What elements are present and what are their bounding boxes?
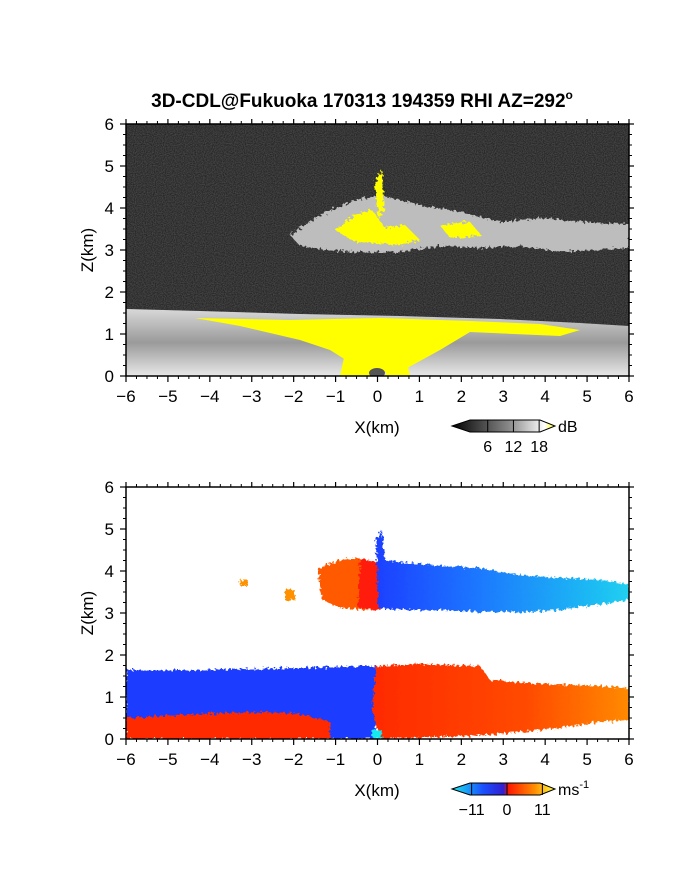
reflectivity-colorbar-tick-label: 18	[530, 439, 548, 456]
reflectivity-axes: −6 −5 −4 −3 −2 −1 0 1 2 3 4 5 6 0 1 2 3 4 5 6	[105, 115, 634, 406]
velocity-ytick-label: 0	[105, 730, 114, 749]
velocity-low-positive	[372, 664, 629, 739]
reflectivity-cloud-layer	[290, 170, 629, 252]
reflectivity-xtick-label: 0	[373, 387, 382, 406]
velocity-colorbar-tick-label: 11	[534, 802, 551, 819]
velocity-cloud-negative	[376, 530, 629, 612]
velocity-xtick-label: −2	[284, 750, 303, 769]
velocity-xtick-label: −4	[200, 750, 219, 769]
reflectivity-ytick-label: 4	[105, 199, 114, 218]
velocity-cloud-layer	[240, 530, 629, 612]
reflectivity-xtick-label: −4	[200, 387, 219, 406]
velocity-ytick-label: 3	[105, 604, 114, 623]
velocity-xtick-label: −6	[116, 750, 135, 769]
velocity-xtick-label: −1	[326, 750, 345, 769]
reflectivity-colorbar: 6 12 18 dB	[450, 419, 578, 456]
reflectivity-ytick-label: 6	[105, 115, 114, 134]
velocity-colorbar-unit: ms-1	[558, 779, 589, 799]
reflectivity-xtick-label: 5	[582, 387, 591, 406]
reflectivity-low-layer	[126, 309, 629, 376]
reflectivity-xtick-label: −6	[116, 387, 135, 406]
velocity-ytick-label: 6	[105, 478, 114, 497]
velocity-xtick-label: 3	[499, 750, 508, 769]
reflectivity-cloud-highlight	[335, 210, 420, 245]
velocity-ytick-label: 5	[105, 520, 114, 539]
reflectivity-xtick-label: 3	[499, 387, 508, 406]
reflectivity-xlabel: X(km)	[354, 418, 399, 437]
reflectivity-xtick-label: −3	[242, 387, 261, 406]
reflectivity-colorbar-unit: dB	[558, 419, 578, 436]
velocity-panel: −6 −5 −4 −3 −2 −1 0 1 2 3 4 5 6 0 1 2 3 4 5 6 X(km) Z(km) −…	[78, 478, 634, 819]
reflectivity-xtick-label: 1	[415, 387, 424, 406]
velocity-xlabel: X(km)	[354, 781, 399, 800]
velocity-colorbar: −11 0 11 ms-1	[450, 779, 589, 819]
velocity-xtick-label: 4	[540, 750, 549, 769]
velocity-colorbar-tick-label: −11	[459, 802, 485, 819]
velocity-xtick-label: −5	[158, 750, 177, 769]
velocity-ytick-label: 2	[105, 646, 114, 665]
reflectivity-low-highlight	[195, 318, 580, 372]
reflectivity-ytick-label: 2	[105, 283, 114, 302]
reflectivity-colorbar-tick-label: 6	[483, 439, 492, 456]
reflectivity-ytick-label: 1	[105, 325, 114, 344]
velocity-plot-area	[126, 487, 629, 739]
reflectivity-xtick-label: −5	[158, 387, 177, 406]
velocity-xtick-label: 0	[373, 750, 382, 769]
velocity-ytick-label: 1	[105, 688, 114, 707]
velocity-xtick-label: 5	[582, 750, 591, 769]
reflectivity-xtick-label: −1	[326, 387, 345, 406]
velocity-colorbar-tick-label: 0	[503, 802, 512, 819]
reflectivity-ylabel: Z(km)	[78, 228, 97, 272]
reflectivity-ytick-label: 5	[105, 157, 114, 176]
velocity-low-layer	[126, 664, 629, 739]
reflectivity-plot-area	[126, 124, 629, 376]
reflectivity-ytick-label: 3	[105, 241, 114, 260]
velocity-xtick-label: 2	[457, 750, 466, 769]
velocity-xtick-label: 6	[624, 750, 633, 769]
velocity-ytick-label: 4	[105, 562, 114, 581]
reflectivity-xtick-label: −2	[284, 387, 303, 406]
velocity-ylabel: Z(km)	[78, 591, 97, 635]
reflectivity-xtick-label: 4	[540, 387, 549, 406]
reflectivity-xtick-label: 6	[624, 387, 633, 406]
velocity-xtick-label: 1	[415, 750, 424, 769]
velocity-axes: −6 −5 −4 −3 −2 −1 0 1 2 3 4 5 6 0 1 2 3 4 5 6	[105, 478, 634, 769]
reflectivity-ytick-label: 0	[105, 367, 114, 386]
velocity-xtick-label: −3	[242, 750, 261, 769]
radar-site-marker	[369, 368, 385, 376]
reflectivity-colorbar-tick-label: 12	[505, 439, 523, 456]
reflectivity-xtick-label: 2	[457, 387, 466, 406]
figure-title: 3D-CDL@Fukuoka 170313 194359 RHI AZ=292o	[151, 88, 573, 112]
